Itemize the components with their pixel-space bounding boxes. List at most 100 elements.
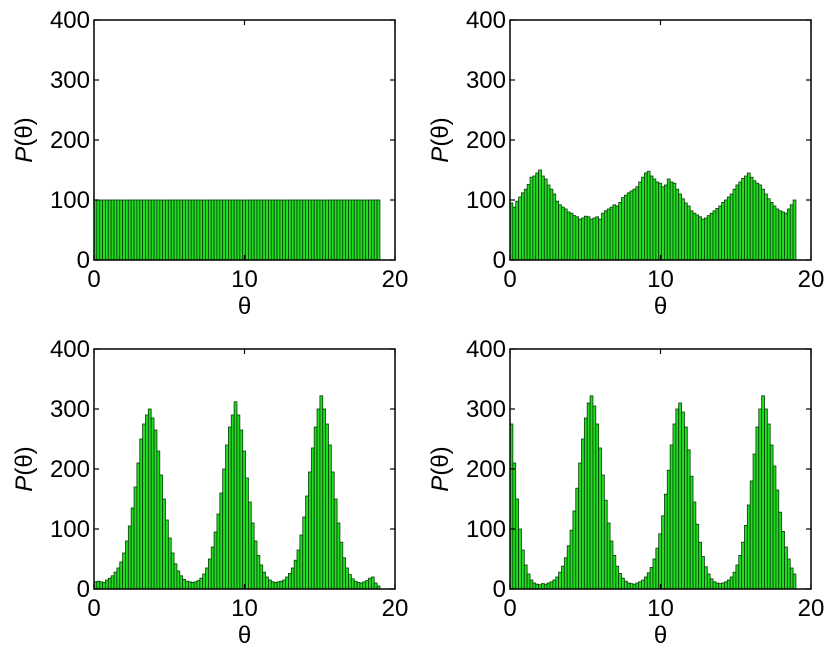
bar xyxy=(575,216,580,261)
bars xyxy=(509,395,797,590)
bar xyxy=(356,582,361,590)
bar xyxy=(130,199,135,261)
bar xyxy=(658,182,662,261)
bar xyxy=(239,199,244,261)
x-tick-label: 20 xyxy=(798,266,825,293)
bar xyxy=(245,199,249,261)
y-axis-label: P(θ) xyxy=(11,117,38,162)
bar xyxy=(293,199,298,261)
bar xyxy=(233,401,238,590)
bar xyxy=(701,218,705,261)
bar xyxy=(350,578,355,590)
bar xyxy=(595,216,600,261)
bar xyxy=(623,194,628,261)
bar xyxy=(635,582,640,590)
bar xyxy=(641,579,645,590)
bar xyxy=(689,210,694,261)
bar xyxy=(362,581,367,590)
bar xyxy=(293,559,298,590)
bar xyxy=(704,566,708,590)
bar xyxy=(139,199,144,261)
x-tick-label: 0 xyxy=(503,595,516,622)
bar xyxy=(532,175,537,261)
bar xyxy=(712,210,717,261)
bar xyxy=(176,199,181,261)
bar xyxy=(193,199,198,261)
bar xyxy=(373,582,378,590)
bar xyxy=(230,414,235,590)
bar xyxy=(199,577,204,590)
x-tick-label: 10 xyxy=(231,595,258,622)
bar xyxy=(116,567,121,590)
bar xyxy=(738,181,743,261)
bar xyxy=(572,215,577,261)
bar xyxy=(738,555,743,590)
y-tick-label: 300 xyxy=(50,396,90,423)
bar xyxy=(664,184,668,261)
bar xyxy=(746,172,751,261)
bar xyxy=(253,540,258,590)
bar xyxy=(173,563,178,590)
bar xyxy=(342,557,347,590)
bar xyxy=(761,395,765,590)
bar xyxy=(350,199,355,261)
bar xyxy=(256,555,261,590)
y-tick-label: 100 xyxy=(50,516,90,543)
bar xyxy=(259,564,264,590)
x-axis-label: θ xyxy=(238,622,251,649)
bar xyxy=(615,565,620,590)
bar xyxy=(359,199,364,261)
bar xyxy=(265,576,269,590)
bar xyxy=(96,580,101,590)
bar xyxy=(792,199,797,261)
bar xyxy=(296,199,301,261)
bar xyxy=(549,188,554,261)
bar xyxy=(741,541,745,590)
bars xyxy=(93,395,381,590)
bar xyxy=(225,444,229,590)
y-axis-label: P(θ) xyxy=(427,446,454,491)
bar xyxy=(523,188,528,261)
bar xyxy=(746,504,751,590)
bar xyxy=(589,395,594,590)
x-tick-label: 10 xyxy=(231,266,258,293)
bar xyxy=(692,501,697,590)
y-tick-label: 200 xyxy=(50,127,90,154)
bar xyxy=(726,579,731,590)
bar xyxy=(769,201,774,261)
bar xyxy=(686,205,691,261)
bar xyxy=(136,462,141,590)
bar xyxy=(245,477,249,590)
bar xyxy=(629,583,634,590)
y-tick-label: 200 xyxy=(50,456,90,483)
bar xyxy=(729,193,734,261)
y-tick-label: 400 xyxy=(50,7,90,34)
bar xyxy=(781,531,785,590)
bar xyxy=(678,193,682,261)
bar xyxy=(107,577,112,590)
x-axis-label: θ xyxy=(654,293,667,320)
bar xyxy=(359,582,364,590)
bar xyxy=(749,176,754,261)
bar xyxy=(248,199,252,261)
bar xyxy=(370,199,375,261)
y-axis-label-rest: (θ) xyxy=(11,446,38,475)
bar xyxy=(353,199,358,261)
bar xyxy=(778,210,783,261)
bar xyxy=(167,537,172,590)
bar xyxy=(546,582,551,590)
bar xyxy=(766,198,771,261)
bar xyxy=(684,202,688,261)
bar xyxy=(592,217,597,261)
bar xyxy=(210,546,215,590)
bar xyxy=(521,192,525,261)
bar xyxy=(250,522,255,590)
bar xyxy=(758,184,763,261)
bar xyxy=(698,216,702,261)
bar xyxy=(538,169,542,261)
bar xyxy=(310,447,315,590)
bar xyxy=(205,199,209,261)
y-axis-label-italic: P xyxy=(11,147,38,163)
bar xyxy=(273,582,278,590)
bar xyxy=(643,576,648,590)
